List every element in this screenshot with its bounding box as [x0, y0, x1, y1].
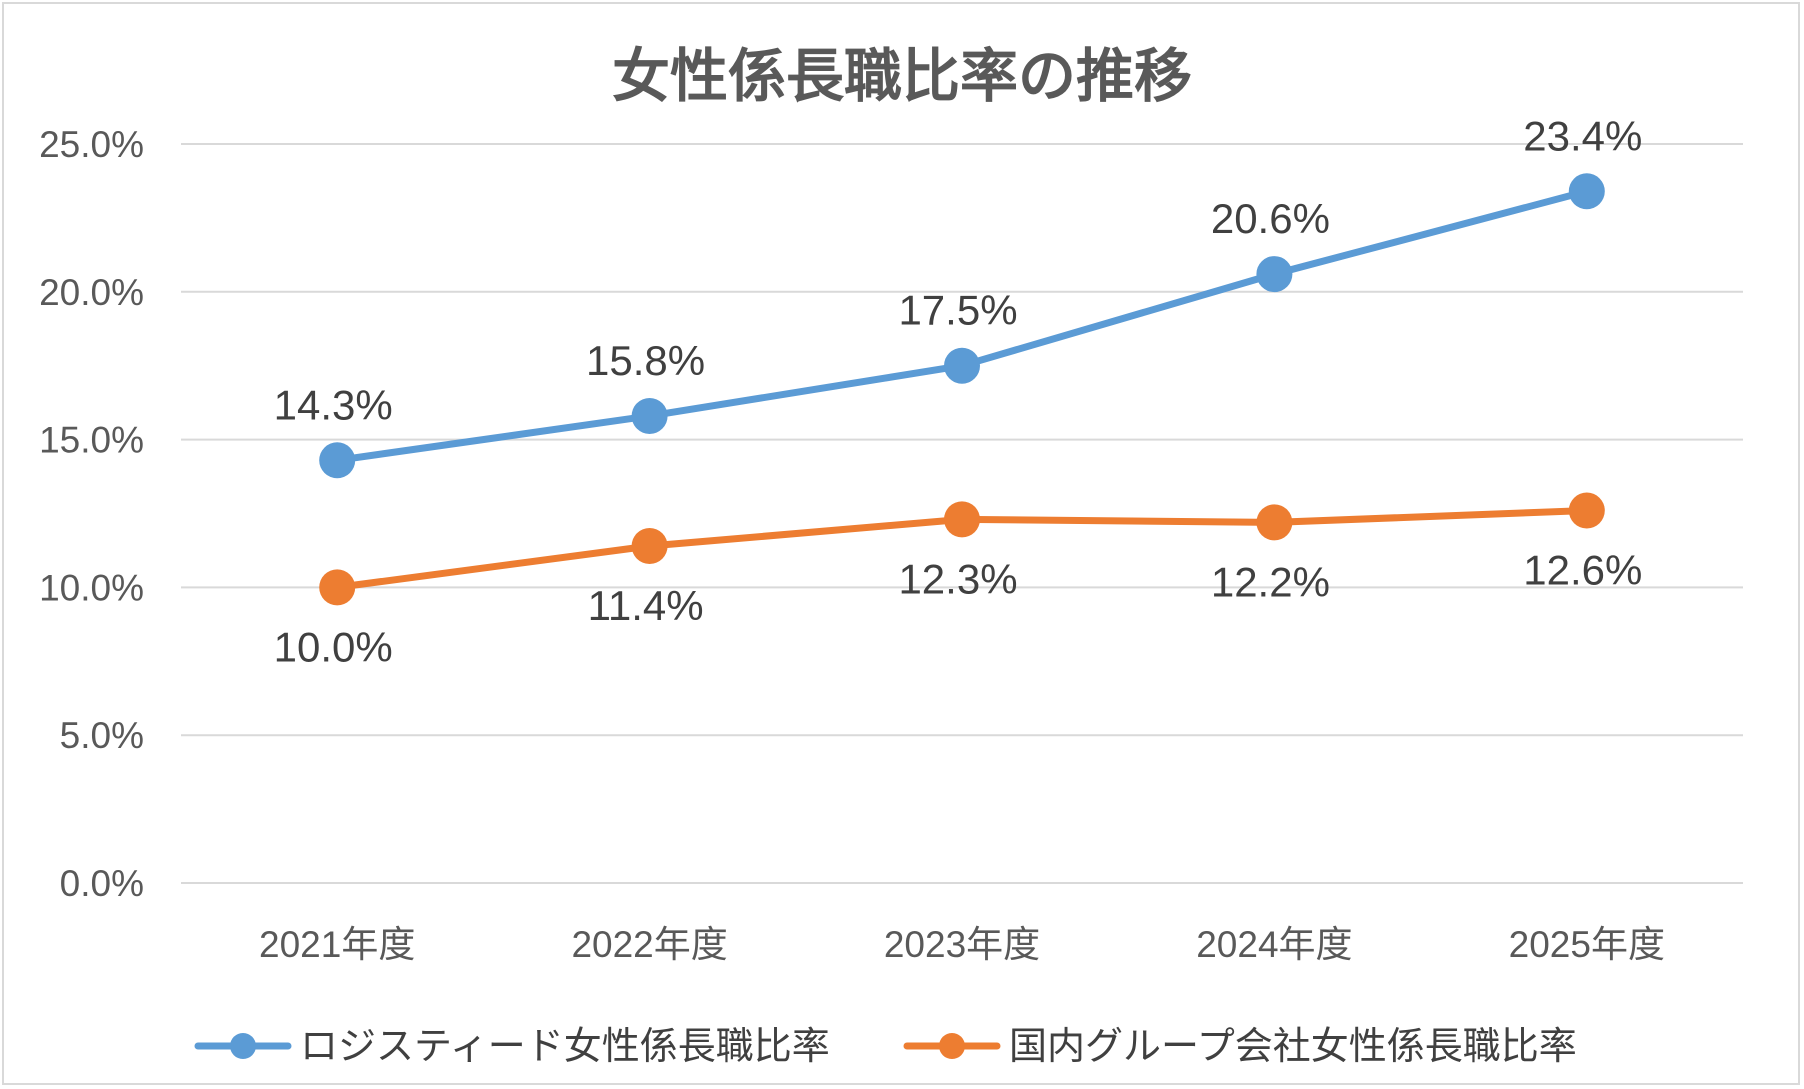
y-tick-label: 15.0% [39, 420, 144, 461]
x-tick-label: 2022年度 [571, 924, 727, 965]
y-tick-label: 0.0% [60, 863, 144, 904]
data-label: 20.6% [1211, 195, 1330, 242]
data-point [631, 528, 668, 565]
chart-title: 女性係長職比率の推移 [612, 44, 1192, 109]
data-label: 10.0% [274, 623, 393, 670]
data-point [1568, 492, 1605, 529]
data-point [944, 347, 980, 384]
data-label: 11.4% [588, 582, 704, 629]
data-label: 12.6% [1523, 547, 1642, 594]
x-tick-label: 2021年度 [259, 924, 415, 965]
y-tick-label: 5.0% [60, 715, 144, 756]
legend-label: ロジスティード女性係長職比率 [300, 1026, 830, 1068]
x-tick-label: 2025年度 [1509, 924, 1665, 965]
data-labels: 14.3% 15.8% 17.5% 20.6% 23.4% 10.0% 11.4% 12.3%… [274, 112, 1643, 670]
y-tick-label: 25.0% [39, 124, 144, 165]
gridlines [181, 143, 1743, 884]
data-label: 12.2% [1211, 558, 1330, 605]
legend: ロジスティード女性係長職比率 国内グループ会社女性係長職比率 [194, 1026, 1577, 1068]
series-group [319, 173, 1605, 606]
data-point [631, 397, 668, 434]
data-label: 23.4% [1523, 112, 1642, 159]
legend-item: ロジスティード女性係長職比率 [194, 1026, 830, 1068]
data-point [944, 501, 980, 538]
legend-label: 国内グループ会社女性係長職比率 [1009, 1026, 1577, 1068]
y-tick-label: 10.0% [39, 567, 144, 608]
data-label: 17.5% [898, 287, 1017, 334]
y-tick-label: 20.0% [39, 272, 144, 313]
x-axis-ticks: 2021年度 2022年度 2023年度 2024年度 2025年度 [259, 924, 1665, 965]
x-tick-label: 2023年度 [884, 924, 1040, 965]
data-label: 14.3% [274, 381, 393, 428]
y-axis-ticks: 0.0% 5.0% 10.0% 15.0% 20.0% 25.0% [39, 124, 144, 904]
data-label: 12.3% [898, 555, 1017, 602]
data-label: 15.8% [586, 337, 705, 384]
legend-swatch-marker [939, 1033, 965, 1059]
x-tick-label: 2024年度 [1196, 924, 1352, 965]
data-point [1256, 504, 1293, 541]
legend-item: 国内グループ会社女性係長職比率 [903, 1026, 1577, 1068]
data-point [319, 442, 356, 479]
data-point [319, 569, 356, 606]
legend-swatch-marker [230, 1033, 256, 1059]
data-point [1568, 173, 1605, 210]
data-point [1256, 256, 1293, 293]
